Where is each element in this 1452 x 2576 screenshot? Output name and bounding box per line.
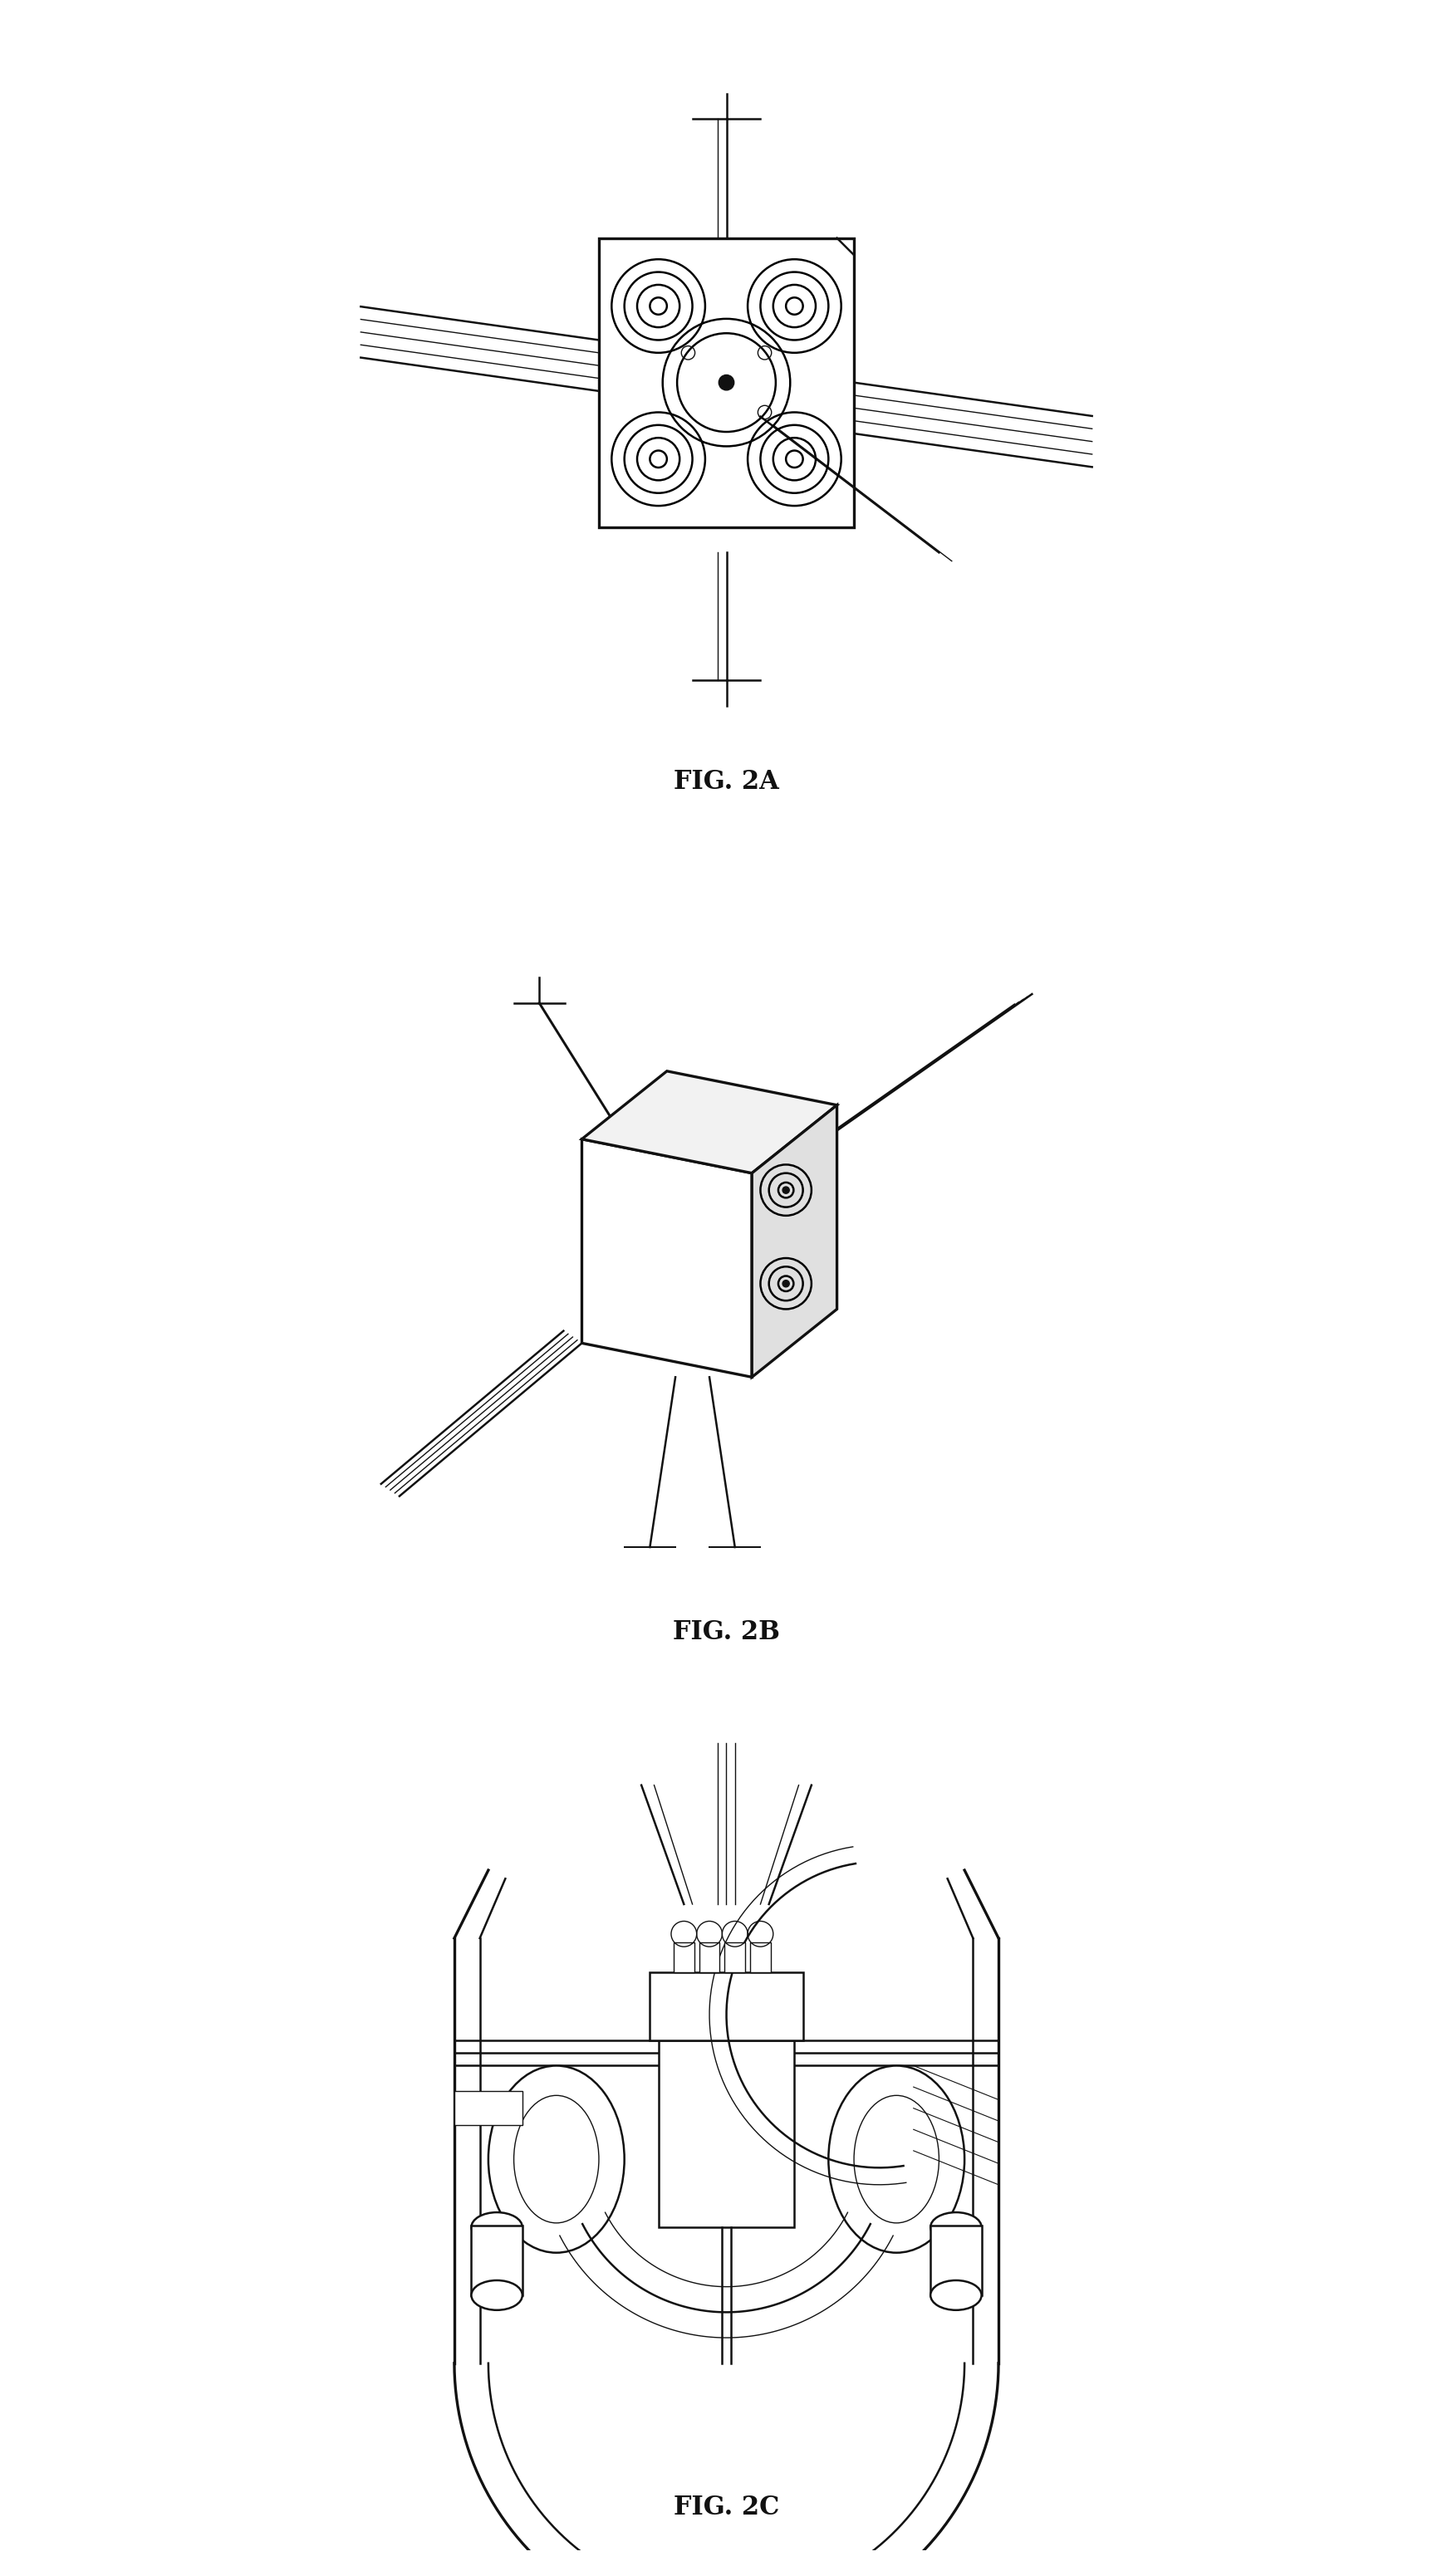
Ellipse shape [828, 2066, 964, 2251]
Ellipse shape [470, 2213, 523, 2241]
Polygon shape [752, 1105, 836, 1378]
Ellipse shape [854, 2094, 938, 2223]
Bar [725, 1942, 745, 1973]
Circle shape [719, 376, 733, 389]
Ellipse shape [514, 2094, 598, 2223]
Bar [698, 1942, 719, 1973]
Bar [658, 2040, 794, 2228]
Ellipse shape [929, 2213, 982, 2241]
Bar [454, 2092, 523, 2125]
Bar [649, 1973, 803, 2040]
Text: FIG. 2A: FIG. 2A [674, 770, 778, 796]
Bar [598, 237, 854, 528]
Bar [470, 2226, 523, 2295]
Text: FIG. 2C: FIG. 2C [674, 2496, 778, 2519]
Ellipse shape [470, 2280, 523, 2311]
Circle shape [783, 1188, 788, 1193]
Bar [929, 2226, 982, 2295]
Polygon shape [582, 1139, 752, 1378]
Text: FIG. 2B: FIG. 2B [672, 1620, 780, 1646]
Bar [674, 1942, 694, 1973]
Ellipse shape [929, 2280, 982, 2311]
Polygon shape [582, 1072, 836, 1172]
Circle shape [783, 1280, 788, 1288]
Bar [749, 1942, 770, 1973]
Ellipse shape [488, 2066, 624, 2251]
